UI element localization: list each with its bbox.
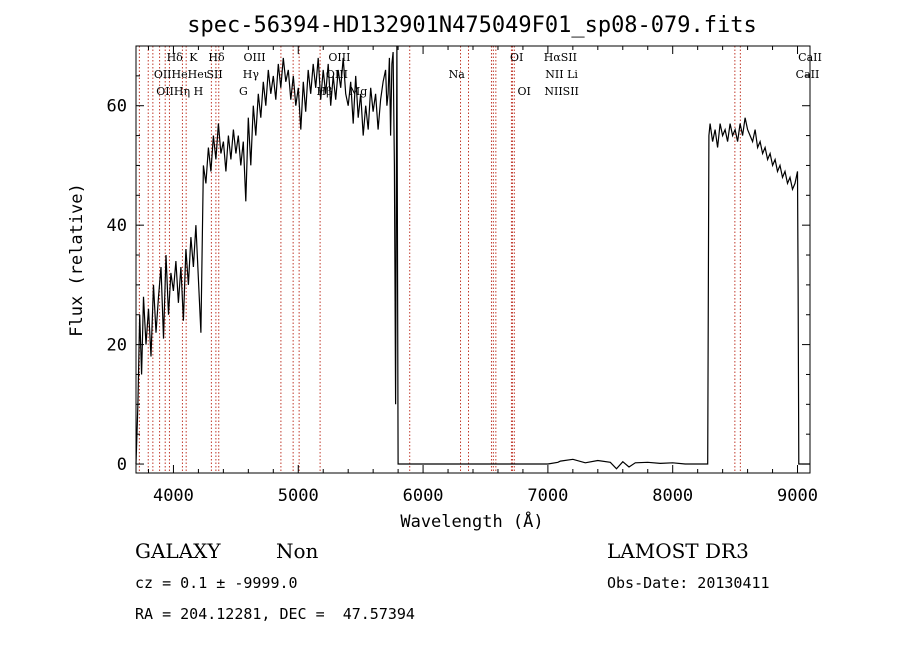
line-label: OI [510, 51, 523, 64]
survey-label: LAMOST DR3 [607, 539, 749, 563]
line-label: OIII [328, 51, 350, 64]
line-label: HαSII [544, 51, 577, 64]
x-axis-label: Wavelength (Å) [400, 510, 543, 532]
x-tick-label: 8000 [652, 486, 693, 506]
line-label: Hδ [208, 51, 225, 64]
line-label: Na [449, 68, 466, 81]
line-label: OIIHeHeι [154, 68, 208, 81]
redshift-text: cz = 0.1 ± -9999.0 [135, 574, 298, 592]
x-tick-label: 6000 [403, 486, 444, 506]
spectrum-series-line [135, 45, 810, 470]
line-label: Mg [349, 85, 367, 98]
x-axis: 4000 5000 6000 7000 8000 9000 [147, 46, 818, 506]
coordinates-text: RA = 204.12281, DEC = 47.57394 [135, 605, 415, 623]
y-tick-label: 60 [107, 97, 127, 117]
line-label: G [239, 85, 248, 98]
spectral-line-markers [138, 46, 741, 473]
chart-title: spec-56394-HD132901N475049F01_sp08-079.f… [187, 13, 757, 38]
obs-date-text: Obs-Date: 20130411 [607, 574, 770, 592]
x-tick-label: 4000 [153, 486, 194, 506]
line-label: NIISII [544, 85, 579, 98]
line-label: Hδ [167, 51, 184, 64]
object-class: GALAXY [135, 539, 221, 563]
y-tick-label: 40 [107, 216, 127, 236]
y-tick-label: 20 [107, 336, 127, 356]
line-label: Hγ [243, 68, 260, 81]
y-axis-label: Flux (relative) [67, 183, 87, 337]
line-label: NII Li [545, 68, 578, 81]
line-label: CaII [796, 68, 820, 81]
x-tick-label: 9000 [777, 486, 818, 506]
line-label: OIII [244, 51, 266, 64]
y-tick-label: 0 [117, 455, 127, 475]
line-label: OIIHη H [156, 85, 203, 98]
x-tick-label: 5000 [278, 486, 319, 506]
line-label: SII [207, 68, 223, 81]
line-label: K [189, 51, 198, 64]
y-axis: 0 20 40 60 [107, 75, 810, 475]
line-label: OI [517, 85, 530, 98]
x-tick-label: 7000 [527, 486, 568, 506]
object-subclass: Non [276, 539, 319, 563]
